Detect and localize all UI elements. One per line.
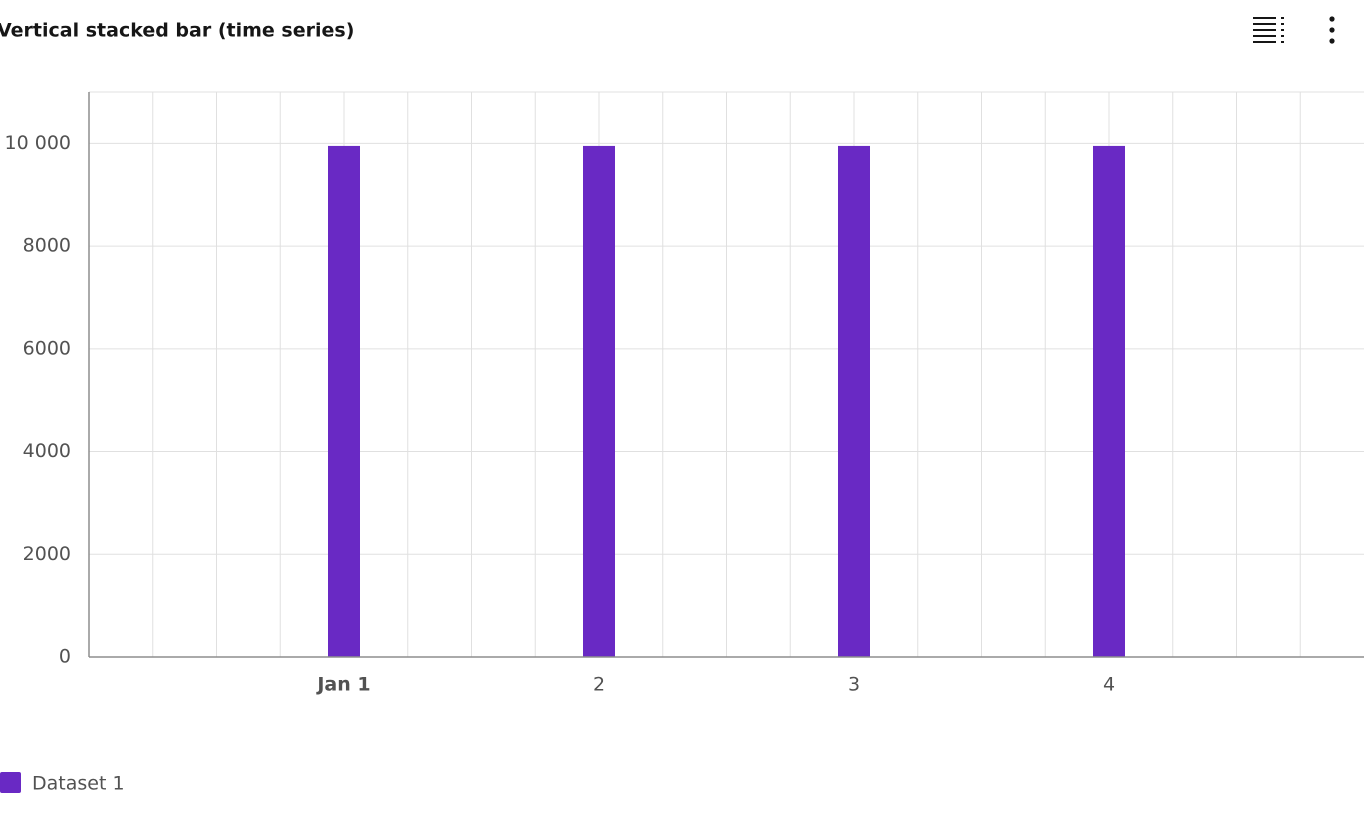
- x-tick-label: 3: [848, 674, 860, 696]
- x-tick-label: 4: [1103, 674, 1115, 696]
- legend-label[interactable]: Dataset 1: [32, 773, 125, 795]
- bar: [583, 145, 615, 657]
- bar: [328, 145, 360, 657]
- table-view-button[interactable]: [1250, 14, 1286, 48]
- y-tick-label: 10 000: [5, 132, 71, 154]
- y-tick-label: 8000: [23, 235, 71, 257]
- x-tick-label: Jan 1: [315, 674, 370, 696]
- bar: [838, 145, 870, 657]
- menu-dot: [1329, 16, 1335, 22]
- y-tick-label: 2000: [23, 543, 71, 565]
- bar: [1093, 145, 1125, 657]
- menu-dot: [1329, 27, 1335, 33]
- menu-dot: [1329, 38, 1335, 44]
- x-tick-label: 2: [593, 674, 605, 696]
- overflow-menu-button[interactable]: [1316, 14, 1348, 48]
- y-tick-label: 0: [59, 646, 71, 668]
- table-icon: [1253, 17, 1284, 43]
- chart-title: Vertical stacked bar (time series): [0, 20, 354, 42]
- y-tick-label: 4000: [23, 440, 71, 462]
- legend-swatch[interactable]: [0, 772, 21, 793]
- y-tick-label: 6000: [23, 337, 71, 359]
